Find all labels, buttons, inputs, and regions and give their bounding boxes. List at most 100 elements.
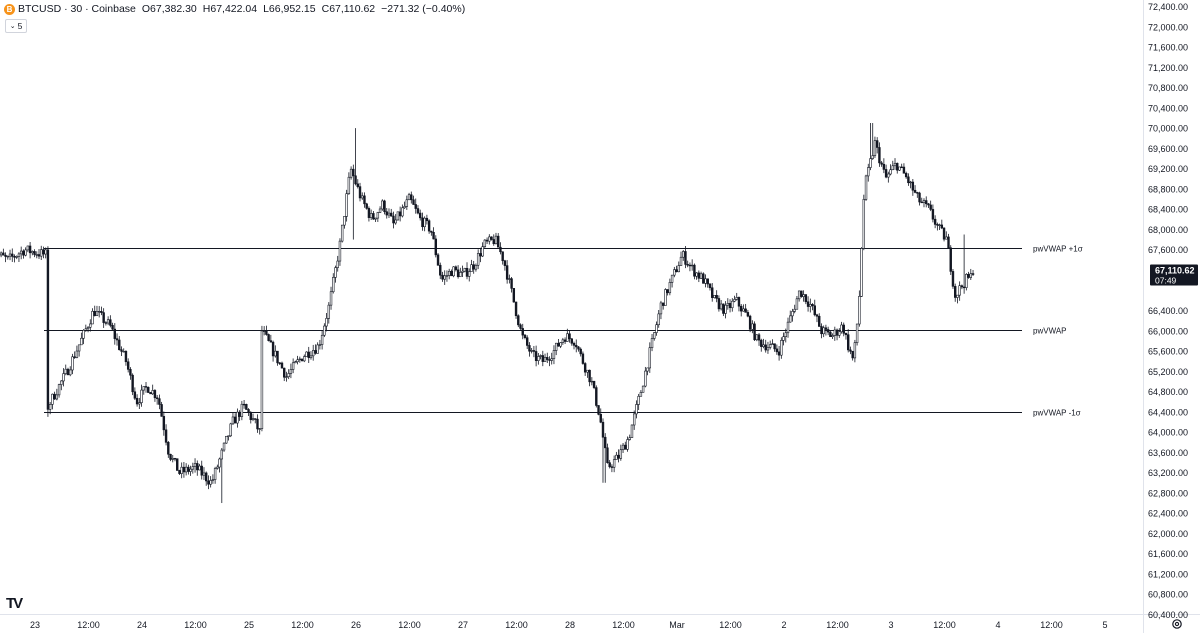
candle-body (267, 334, 270, 341)
candle-body (481, 246, 484, 257)
candle-body (844, 332, 848, 335)
candle-body (291, 362, 295, 370)
vwap-label: pwVWAP +1σ (1033, 245, 1083, 254)
candle-body (791, 311, 794, 317)
candle-body (354, 175, 357, 185)
candle-body (13, 256, 16, 258)
candle-body (147, 386, 150, 393)
candle-body (196, 463, 199, 471)
candle-body (468, 271, 471, 277)
candle-body (334, 267, 337, 278)
candle-body (918, 192, 921, 203)
candle-body (198, 465, 201, 471)
candle-body (450, 270, 453, 277)
candle-body (780, 340, 783, 356)
candle-body (55, 394, 59, 400)
y-tick-label: 62,000.00 (1148, 529, 1188, 539)
x-tick-label: 12:00 (184, 620, 207, 630)
candle-body (151, 390, 154, 395)
candle-body (824, 327, 828, 330)
countdown-label: 07:49 (1155, 276, 1177, 286)
candle-body (305, 351, 308, 357)
candle-body (655, 324, 658, 333)
candle-body (209, 480, 212, 485)
candle-body (340, 224, 344, 242)
candle-body (385, 211, 388, 216)
candle-body (115, 338, 119, 341)
candle-body (57, 384, 61, 396)
candle-body (407, 194, 411, 201)
x-tick-label: 4 (995, 620, 1000, 630)
candle-body (597, 405, 600, 415)
symbol-label[interactable]: BTCUSD · 30 · Coinbase (18, 3, 136, 15)
x-tick-label: 28 (565, 620, 575, 630)
candle-body (470, 264, 473, 272)
candle-body (309, 355, 313, 359)
candle-body (390, 212, 393, 217)
candle-body (809, 304, 812, 307)
candle-body (162, 416, 166, 431)
candle-body (548, 359, 551, 361)
candle-body (37, 254, 41, 257)
candle-body (314, 350, 317, 354)
candle-body (254, 418, 257, 420)
candle-body (679, 256, 683, 266)
candle-body (260, 330, 264, 430)
y-tick-label: 70,400.00 (1148, 103, 1188, 113)
candle-body (276, 350, 279, 364)
candle-body (592, 380, 596, 388)
y-tick-label: 68,000.00 (1148, 225, 1188, 235)
candle-body (93, 310, 96, 316)
y-tick-label: 68,800.00 (1148, 184, 1188, 194)
candle-body (416, 208, 420, 214)
candle-body (539, 355, 542, 357)
candle-body (875, 140, 879, 148)
candle-body (463, 267, 466, 272)
candle-body (155, 397, 159, 399)
candle-body (517, 315, 520, 326)
candle-body (336, 260, 339, 268)
candle-body (762, 344, 765, 347)
candle-body (472, 264, 475, 270)
candle-body (8, 253, 12, 257)
candle-body (777, 351, 781, 356)
settings-gear-icon[interactable] (1171, 618, 1183, 630)
candle-body (653, 332, 656, 339)
candle-body (367, 208, 371, 218)
y-tick-label: 65,600.00 (1148, 347, 1188, 357)
indicators-collapse-button[interactable]: ⌄ 5 (5, 19, 27, 33)
candle-body (40, 249, 43, 257)
x-tick-label: 23 (30, 620, 40, 630)
candle-body (552, 350, 556, 359)
candle-body (818, 315, 821, 327)
x-tick-label: 12:00 (826, 620, 849, 630)
y-tick-label: 64,800.00 (1148, 387, 1188, 397)
candle-body (361, 195, 364, 199)
close-value: C67,110.62 (321, 3, 376, 15)
candle-body (826, 329, 830, 333)
candle-body (15, 256, 18, 258)
candle-body (617, 454, 620, 459)
candle-body (454, 266, 458, 271)
candle-body (490, 236, 493, 240)
candle-body (869, 158, 872, 168)
y-tick-label: 63,200.00 (1148, 468, 1188, 478)
candle-body (900, 166, 903, 169)
candle-body (124, 350, 128, 363)
candle-body (218, 458, 221, 468)
candle-body (639, 392, 643, 397)
candle-body (697, 272, 701, 279)
candle-body (278, 362, 281, 364)
tradingview-logo[interactable]: TV (6, 595, 23, 612)
candle-body (835, 329, 839, 336)
candle-body (748, 315, 752, 330)
candle-body (46, 249, 50, 410)
candle-body (153, 390, 157, 399)
indicator-count: 5 (17, 21, 23, 31)
candle-body (492, 239, 495, 245)
y-tick-label: 71,200.00 (1148, 63, 1188, 73)
candle-body (118, 339, 121, 351)
candle-body (546, 357, 549, 360)
y-tick-label: 61,600.00 (1148, 549, 1188, 559)
